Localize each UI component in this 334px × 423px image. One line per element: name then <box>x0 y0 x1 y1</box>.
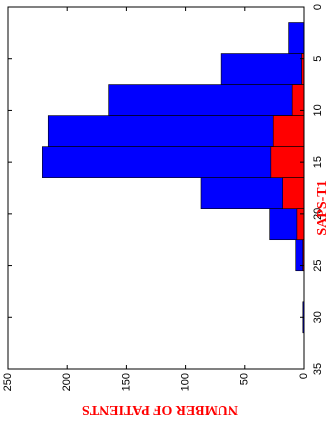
x-tick-label-4: 20 <box>312 208 324 220</box>
series-red-bars <box>270 53 305 272</box>
x-tick-label-1: 5 <box>312 56 324 62</box>
red-bar-4 <box>270 146 305 178</box>
red-bar-3 <box>272 115 305 147</box>
blue-bar-4 <box>42 146 305 178</box>
plot-frame <box>7 6 305 370</box>
blue-bar-0 <box>288 22 305 54</box>
axis-ticks <box>7 6 305 370</box>
y-tick-label-5: 250 <box>2 373 14 391</box>
red-bar-5 <box>282 177 305 209</box>
y-tick-labels: 0 50 100 150 200 250 <box>2 373 310 391</box>
x-tick-label-0: 0 <box>312 4 324 10</box>
x-tick-label-5: 25 <box>312 259 324 271</box>
y-tick-label-0: 0 <box>298 373 310 379</box>
x-tick-label-6: 30 <box>312 311 324 323</box>
y-tick-label-1: 50 <box>239 373 251 385</box>
y-axis-label: NUMBER OF PATIENTS <box>82 402 238 417</box>
x-tick-labels: 0 5 10 15 20 25 30 35 <box>312 4 324 375</box>
blue-bar-1 <box>220 53 305 85</box>
x-tick-label-2: 10 <box>312 104 324 116</box>
y-tick-label-3: 150 <box>120 373 132 391</box>
series-blue-bars <box>42 22 305 334</box>
x-tick-label-3: 15 <box>312 156 324 168</box>
y-tick-label-4: 200 <box>61 373 73 391</box>
red-bar-6 <box>296 208 305 241</box>
x-tick-label-7: 35 <box>312 363 324 375</box>
blue-bar-2 <box>108 84 305 116</box>
red-bar-2 <box>291 84 305 116</box>
y-tick-label-2: 100 <box>180 373 192 391</box>
x-axis-label: SAPS-T1 <box>315 180 330 235</box>
blue-bar-3 <box>47 115 305 147</box>
